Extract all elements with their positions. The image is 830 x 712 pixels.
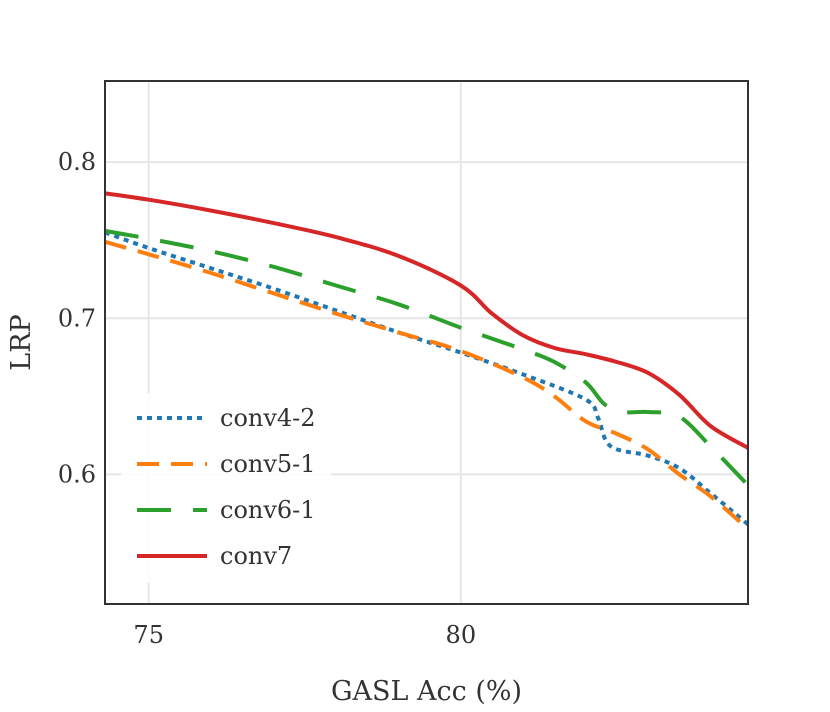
series-line-conv6-1 <box>104 228 750 487</box>
x-tick-label: 75 <box>133 621 164 649</box>
y-tick-label: 0.8 <box>58 148 96 176</box>
legend-label-conv7: conv7 <box>220 542 292 570</box>
legend-label-conv4-2: conv4-2 <box>220 404 316 432</box>
x-tick-label: 80 <box>446 621 477 649</box>
legend-label-conv5-1: conv5-1 <box>220 450 316 478</box>
series-line-conv5-1 <box>104 239 750 531</box>
legend-label-conv6-1: conv6-1 <box>220 496 316 524</box>
legend-box <box>121 393 331 583</box>
y-tick-label: 0.7 <box>58 304 96 332</box>
y-axis-label: LRP <box>6 314 37 370</box>
series-lines <box>104 191 750 531</box>
series-line-conv7 <box>104 191 750 450</box>
legend: conv4-2 conv5-1 conv6-1 conv7 <box>121 393 331 583</box>
y-tick-label: 0.6 <box>58 460 96 488</box>
plot-frame <box>104 80 749 605</box>
x-axis-label: GASL Acc (%) <box>331 676 522 707</box>
tick-labels: 75 80 0.6 0.7 0.8 <box>58 148 476 649</box>
